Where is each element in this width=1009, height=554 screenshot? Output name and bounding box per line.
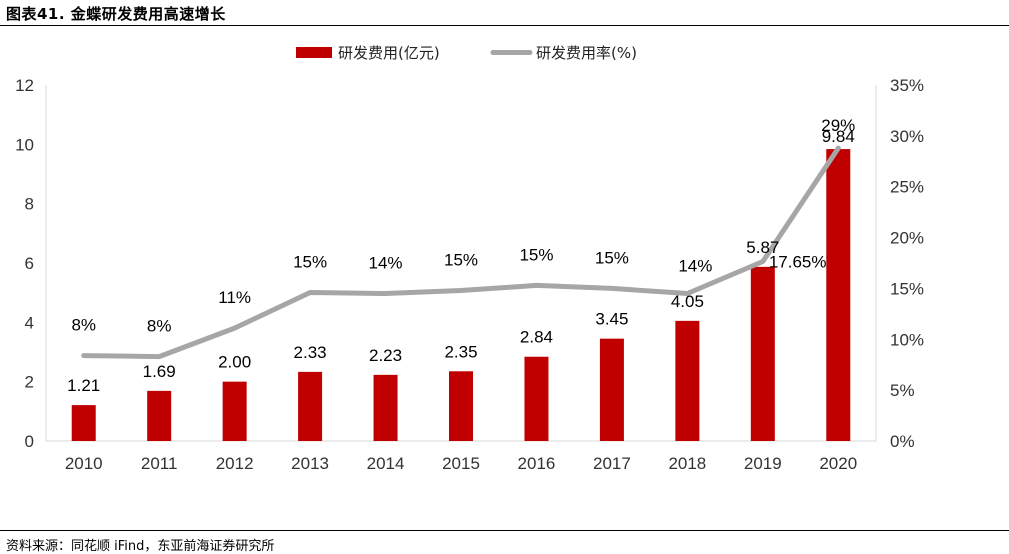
left-axis-tick-label: 8: [25, 195, 34, 214]
figure-title: 图表41. 金蝶研发费用高速增长: [6, 5, 226, 23]
bar-rd-expense: [222, 381, 247, 441]
right-axis-tick-label: 25%: [890, 178, 924, 197]
line-data-label: 8%: [147, 317, 172, 336]
legend-swatch-bar: [296, 47, 332, 58]
right-axis-tick-label: 30%: [890, 127, 924, 146]
legend-label-bar: 研发费用(亿元): [338, 44, 440, 62]
right-axis-tick-label: 35%: [890, 76, 924, 95]
bar-rd-expense: [524, 356, 549, 441]
bar-rd-expense: [71, 405, 96, 441]
left-axis-tick-label: 12: [15, 76, 34, 95]
line-data-label: 8%: [71, 316, 96, 335]
bar-data-label: 3.45: [595, 310, 628, 329]
x-axis-tick-label: 2019: [744, 454, 782, 473]
legend-label-line: 研发费用率(%): [536, 44, 637, 62]
x-axis-tick-label: 2015: [442, 454, 480, 473]
line-data-label: 15%: [595, 248, 629, 267]
x-axis-tick-label: 2018: [668, 454, 706, 473]
left-axis-tick-label: 0: [25, 432, 34, 451]
bar-data-label: 9.84: [822, 127, 855, 146]
left-axis-tick-label: 4: [25, 313, 34, 332]
bar-data-label: 2.23: [369, 346, 402, 365]
title-divider: [0, 25, 1009, 26]
line-data-label: 15%: [444, 250, 478, 269]
source-divider: [0, 530, 1009, 531]
x-axis-tick-label: 2010: [65, 454, 103, 473]
x-axis-tick-label: 2012: [216, 454, 254, 473]
bar-data-label: 4.05: [671, 292, 704, 311]
bar-rd-expense: [750, 266, 775, 441]
bar-rd-expense: [298, 371, 323, 441]
bar-data-label: 2.84: [520, 328, 553, 347]
bar-data-label: 5.87: [746, 238, 779, 257]
bar-rd-expense: [449, 371, 473, 441]
right-axis-tick-label: 5%: [890, 381, 915, 400]
bar-rd-expense: [826, 149, 851, 441]
bar-data-label: 2.00: [218, 353, 251, 372]
line-data-label: 15%: [519, 245, 553, 264]
left-axis-tick-label: 6: [25, 254, 34, 273]
right-axis-tick-label: 15%: [890, 279, 924, 298]
line-data-label: 14%: [369, 254, 403, 273]
source-note: 资料来源：同花顺 iFind，东亚前海证券研究所: [6, 539, 275, 554]
bar-data-label: 1.69: [143, 362, 176, 381]
line-rd-ratio: [81, 145, 841, 360]
bar-data-label: 2.33: [294, 343, 327, 362]
bar-rd-expense: [373, 374, 398, 441]
right-axis-tick-label: 0%: [890, 432, 915, 451]
bar-rd-expense: [599, 338, 624, 441]
left-axis-tick-label: 2: [25, 373, 34, 392]
bar-data-label: 1.21: [67, 376, 100, 395]
x-axis-tick-label: 2014: [367, 454, 405, 473]
x-axis-tick-label: 2013: [291, 454, 329, 473]
x-axis-tick-label: 2011: [141, 454, 178, 473]
x-axis-tick-label: 2017: [593, 454, 631, 473]
right-axis-tick-label: 20%: [890, 229, 924, 248]
line-data-label: 14%: [678, 257, 712, 276]
line-data-label: 29%: [821, 116, 855, 135]
bar-rd-expense: [675, 320, 700, 441]
x-axis-tick-label: 2020: [819, 454, 857, 473]
line-data-label: 17.65%: [769, 252, 827, 271]
left-axis-tick-label: 10: [15, 135, 34, 154]
right-axis-tick-label: 10%: [890, 330, 924, 349]
line-data-label: 15%: [293, 252, 327, 271]
bar-rd-expense: [147, 390, 172, 441]
x-axis-tick-label: 2016: [518, 454, 556, 473]
line-data-label: 11%: [218, 288, 251, 307]
bar-data-label: 2.35: [444, 342, 477, 361]
